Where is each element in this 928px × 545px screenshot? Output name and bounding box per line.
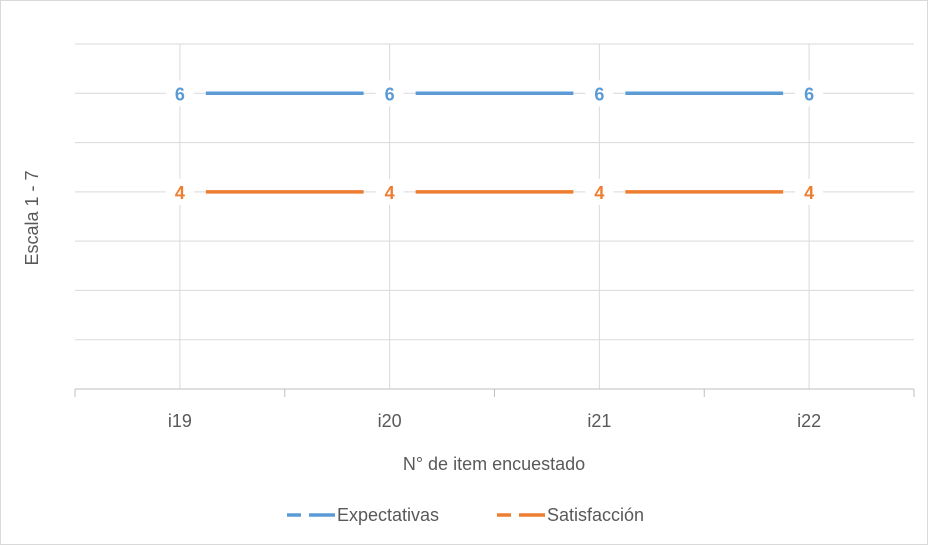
legend: Expectativas Satisfacción <box>287 505 644 525</box>
data-label-background <box>165 80 194 107</box>
x-tick-label: i20 <box>378 411 402 431</box>
y-axis-title: Escala 1 - 7 <box>22 170 42 265</box>
data-label-background <box>585 80 614 107</box>
data-label-background <box>795 178 824 205</box>
data-label: 4 <box>385 183 395 203</box>
data-label: 6 <box>804 84 814 104</box>
data-label-background <box>165 178 194 205</box>
axes: i19 i20 i21 i22 <box>74 388 915 431</box>
x-tick-label: i19 <box>168 411 192 431</box>
x-tick-label: i22 <box>797 411 821 431</box>
data-label-background <box>375 80 404 107</box>
data-label-background <box>585 178 614 205</box>
x-axis-title: N° de item encuestado <box>403 454 585 474</box>
legend-label: Satisfacción <box>547 505 644 525</box>
x-tick-label: i21 <box>587 411 611 431</box>
data-label: 6 <box>175 84 185 104</box>
legend-label: Expectativas <box>337 505 439 525</box>
legend-item: Satisfacción <box>497 505 644 525</box>
legend-item: Expectativas <box>287 505 439 525</box>
data-label-background <box>375 178 404 205</box>
data-labels: 6 6 6 6 4 4 4 4 <box>165 80 824 205</box>
data-label: 4 <box>594 183 604 203</box>
data-label: 4 <box>175 183 185 203</box>
data-label: 6 <box>385 84 395 104</box>
data-label: 6 <box>594 84 604 104</box>
data-label: 4 <box>804 183 814 203</box>
series-lines <box>205 91 784 194</box>
data-label-background <box>795 80 824 107</box>
